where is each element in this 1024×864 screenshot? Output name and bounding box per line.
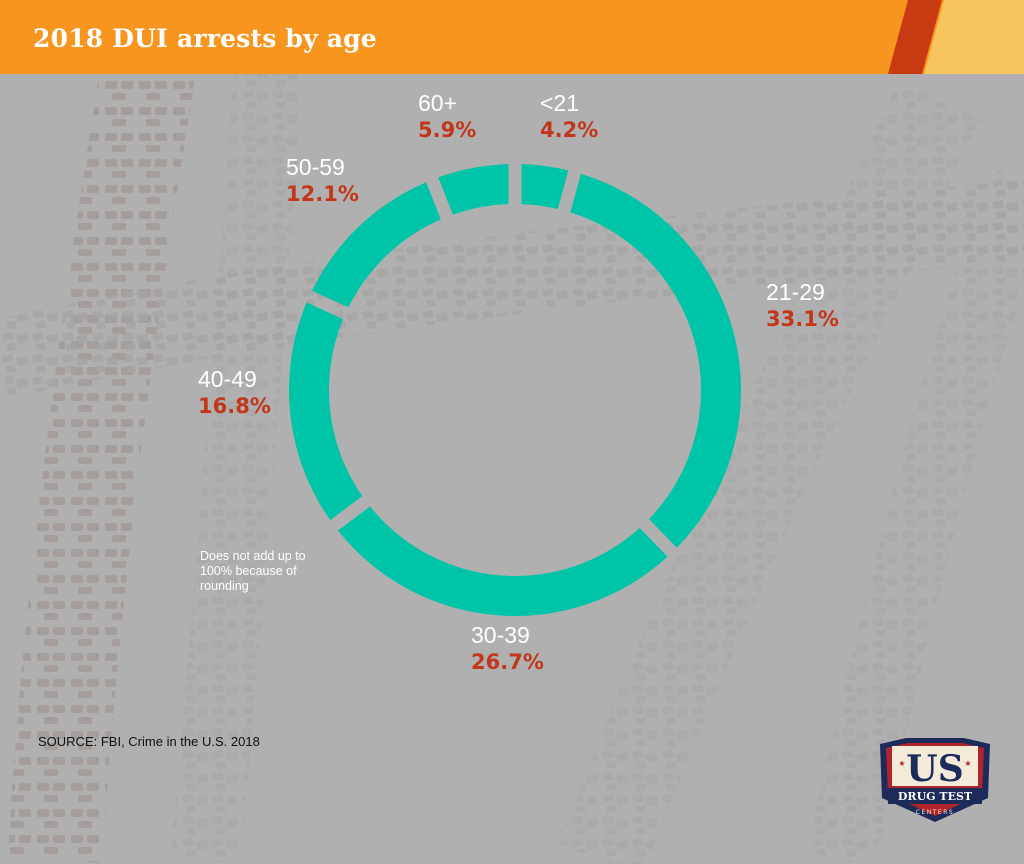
segment-label-60-plus: 60+ 5.9% [418,92,476,141]
donut-segment-30-39 [338,506,668,616]
segment-label-21-29: 21-29 33.1% [766,281,839,330]
us-drug-test-centers-logo: US ★ ★ DRUG TEST CENTERS [880,738,990,822]
donut-segment-21-29 [570,173,741,548]
rounding-note: Does not add up to 100% because of round… [200,549,306,593]
header-bar [0,0,1024,74]
percent-label: 12.1% [286,182,359,206]
segment-label-40-49: 40-49 16.8% [198,368,271,417]
percent-label: 26.7% [471,650,544,674]
donut-segment-40-49 [289,302,363,521]
donut-segment-50-59 [311,182,441,308]
logo-drug-test-text: DRUG TEST [898,790,973,803]
svg-text:★: ★ [898,759,905,768]
percent-label: 33.1% [766,307,839,331]
age-label: 21-29 [766,279,825,305]
page-title: 2018 DUI arrests by age [33,24,377,53]
donut-segment-60-plus [438,164,509,215]
age-label: 30-39 [471,622,530,648]
logo-us-text: US [906,748,963,790]
segment-label-50-59: 50-59 12.1% [286,156,359,205]
logo-centers-text: CENTERS [916,809,954,816]
segment-label-30-39: 30-39 26.7% [471,624,544,673]
age-label: 50-59 [286,154,345,180]
source-citation: SOURCE: FBI, Crime in the U.S. 2018 [38,734,260,749]
segment-label-under-21: <21 4.2% [540,92,598,141]
age-label: 40-49 [198,366,257,392]
percent-label: 16.8% [198,394,271,418]
donut-segment-under-21 [521,164,569,209]
percent-label: 5.9% [418,118,477,142]
age-label: <21 [540,90,580,116]
age-label: 60+ [418,90,458,116]
header: 2018 DUI arrests by age [0,0,1024,74]
svg-text:★: ★ [964,759,971,768]
percent-label: 4.2% [540,118,599,142]
